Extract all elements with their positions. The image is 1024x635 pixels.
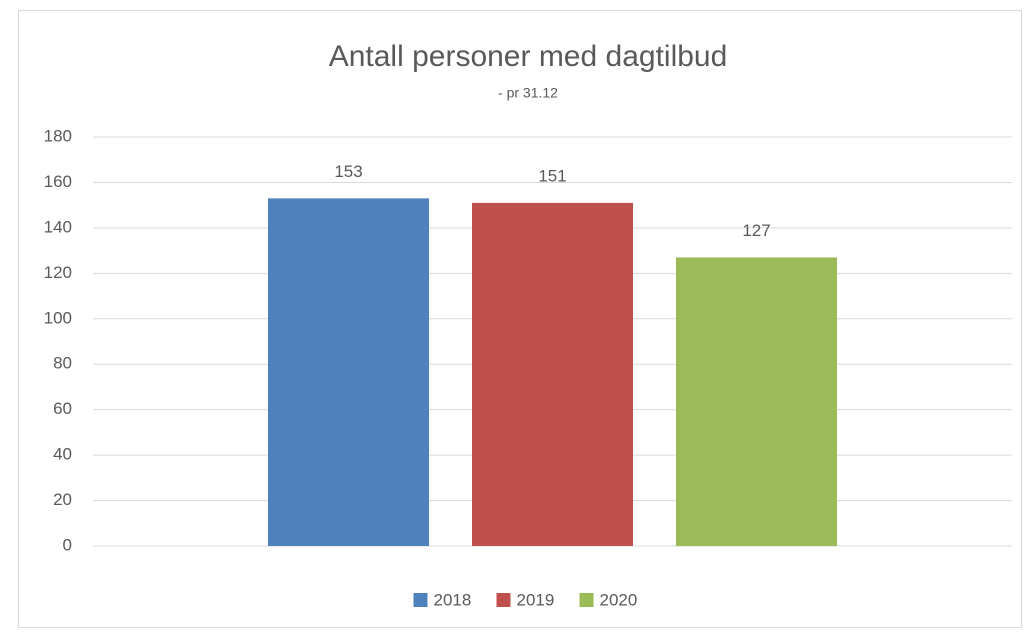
y-tick-label: 20 — [53, 490, 72, 509]
chart-title: Antall personer med dagtilbud — [329, 40, 728, 73]
legend-swatch — [413, 593, 428, 607]
y-tick-label: 80 — [53, 354, 72, 373]
bar — [472, 202, 633, 546]
y-tick-label: 160 — [44, 172, 72, 191]
legend-label: 2018 — [434, 590, 472, 609]
y-tick-label: 120 — [44, 263, 72, 282]
legend-swatch — [579, 593, 594, 607]
y-tick-label: 60 — [53, 399, 72, 418]
legend-label: 2019 — [517, 590, 555, 609]
data-label: 151 — [538, 166, 566, 185]
legend-swatch — [496, 593, 511, 607]
y-tick-label: 140 — [44, 217, 72, 236]
chart-subtitle: - pr 31.12 — [498, 85, 558, 101]
y-tick-label: 40 — [53, 445, 72, 464]
data-label: 153 — [334, 162, 362, 181]
bar — [676, 257, 837, 546]
legend-label: 2020 — [600, 590, 638, 609]
data-label: 127 — [742, 221, 770, 240]
y-tick-label: 0 — [63, 535, 72, 554]
y-tick-label: 100 — [44, 308, 72, 327]
bar — [268, 198, 429, 546]
y-tick-label: 180 — [44, 126, 72, 145]
